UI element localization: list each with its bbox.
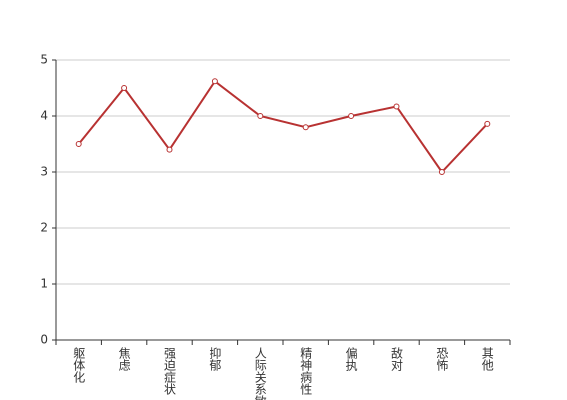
- x-tick-label: 其他: [480, 347, 494, 371]
- point: [121, 85, 128, 91]
- y-tick-label: 3: [40, 165, 48, 179]
- y-tick-label: 5: [40, 53, 48, 67]
- x-tick-label: 强迫症状: [163, 347, 177, 395]
- y-tick-label: 2: [40, 221, 48, 235]
- x-tick-label: 敌对: [390, 346, 404, 371]
- line: [77, 79, 489, 174]
- x-tick-label: 恐怖: [435, 347, 449, 371]
- point: [484, 120, 491, 127]
- x-tick-label: 偏执: [344, 346, 358, 372]
- point: [393, 103, 400, 110]
- x-tick-label: 抑郁: [208, 346, 222, 372]
- x-tick-label: 躯体化: [72, 346, 86, 384]
- point: [75, 141, 82, 147]
- x-tick-label: 焦虑: [117, 347, 131, 371]
- point: [257, 113, 264, 119]
- x-tick-label: 人际关系敏感: [253, 347, 267, 400]
- point: [211, 78, 218, 85]
- point: [438, 169, 445, 175]
- point: [302, 124, 309, 131]
- y-tick-label: 1: [40, 277, 48, 291]
- point: [166, 146, 173, 153]
- y-tick-label: 4: [40, 109, 48, 123]
- x-tick-label: 精神病性: [299, 347, 313, 396]
- y-tick-label: 0: [40, 333, 48, 347]
- point: [348, 113, 355, 119]
